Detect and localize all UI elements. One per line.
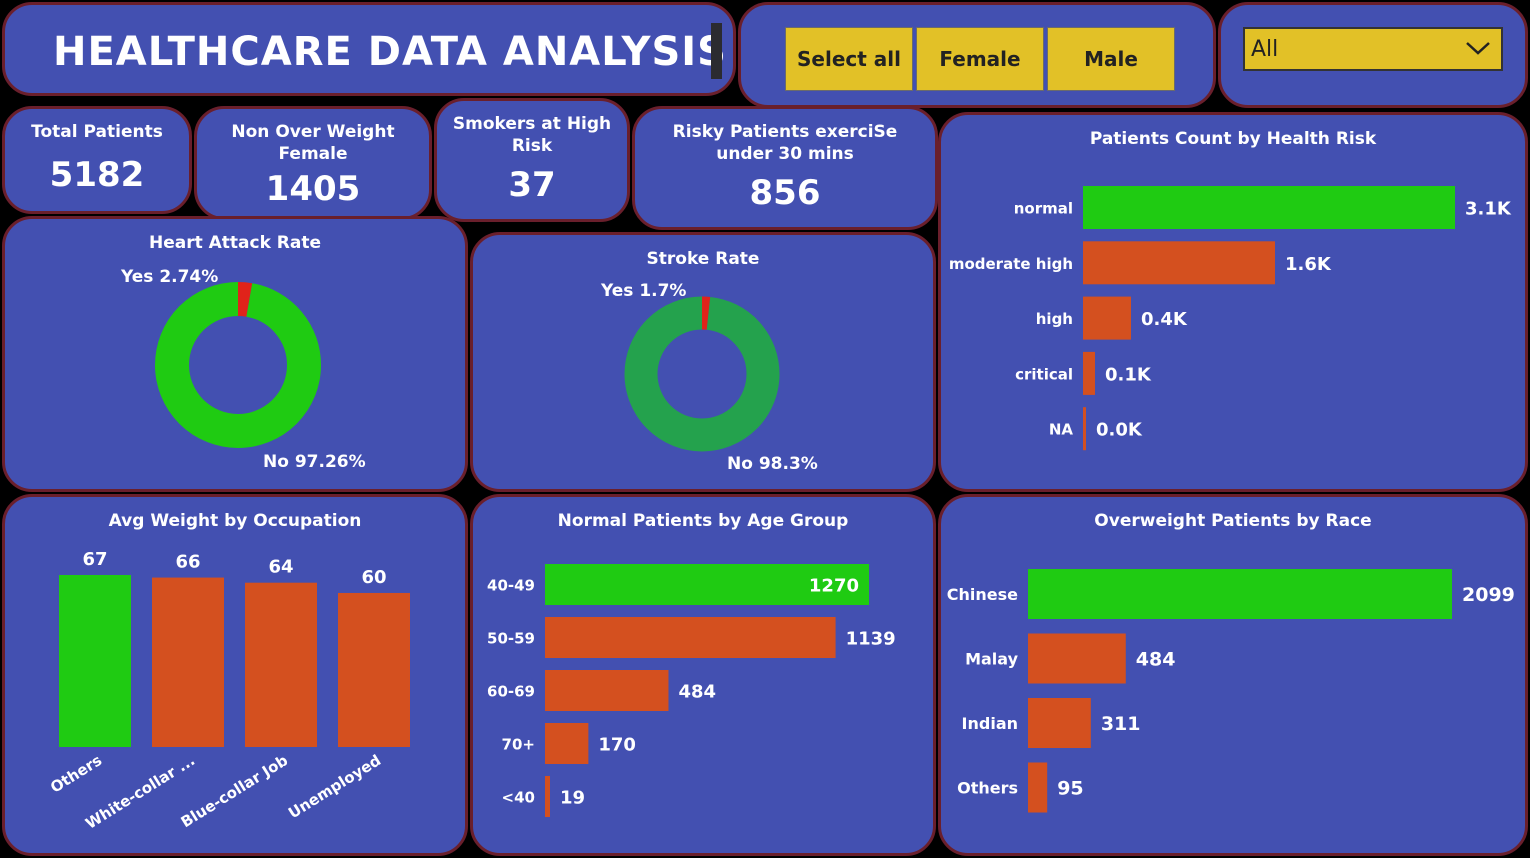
title-accent-bar bbox=[711, 23, 722, 79]
bar-2 bbox=[245, 582, 317, 747]
category-label: Indian bbox=[962, 714, 1018, 733]
stroke-donut: Yes 1.7% No 98.3% bbox=[600, 281, 818, 474]
bar-3 bbox=[338, 592, 410, 747]
heart-attack-donut: Yes 2.74% No 97.26% bbox=[120, 267, 366, 472]
kpi-label: Risky Patients exerciSe under 30 mins bbox=[672, 122, 898, 164]
kpi-total-patients: Total Patients 5182 bbox=[2, 106, 192, 214]
chart-title: Heart Attack Rate bbox=[148, 233, 322, 253]
category-label: high bbox=[1036, 310, 1073, 328]
stroke-panel: Stroke Rate Yes 1.7% No 98.3% bbox=[470, 232, 936, 492]
category-label: 40-49 bbox=[487, 577, 535, 595]
age-group-panel: Normal Patients by Age Group 40-49 1270 50… bbox=[470, 494, 936, 856]
bar-3 bbox=[1083, 351, 1095, 395]
kpi-label: Non Over Weight Female bbox=[231, 122, 395, 164]
category-label: Others bbox=[47, 751, 105, 797]
category-label: Chinese bbox=[947, 585, 1018, 604]
category-label: 70+ bbox=[502, 736, 535, 754]
kpi-label: Smokers at High Risk bbox=[452, 114, 612, 156]
race-panel: Overweight Patients by Race Chinese 2099 M… bbox=[938, 494, 1528, 856]
category-label: Others bbox=[957, 779, 1018, 798]
category-label: <40 bbox=[502, 789, 535, 807]
donut-yes-label: Yes 1.7% bbox=[600, 281, 686, 301]
category-label: critical bbox=[1015, 365, 1073, 383]
select-all-button[interactable]: Select all bbox=[785, 27, 913, 91]
data-label: 19 bbox=[560, 788, 585, 809]
data-label: 311 bbox=[1101, 713, 1141, 735]
female-button[interactable]: Female bbox=[916, 27, 1044, 91]
chart-title: Normal Patients by Age Group bbox=[557, 511, 849, 531]
category-label: 60-69 bbox=[487, 683, 535, 701]
kpi-risky-exercise: Risky Patients exerciSe under 30 mins 85… bbox=[632, 106, 938, 230]
filter-dropdown[interactable]: All bbox=[1243, 27, 1503, 71]
data-label: 170 bbox=[598, 735, 636, 756]
data-label: 3.1K bbox=[1465, 199, 1512, 220]
chart-title: Patients Count by Health Risk bbox=[1089, 129, 1377, 149]
category-label: normal bbox=[1014, 200, 1073, 218]
data-label: 95 bbox=[1057, 778, 1083, 800]
kpi-label: Total Patients bbox=[31, 122, 163, 142]
occupation-panel: Avg Weight by Occupation 67 Others 66 White… bbox=[2, 494, 468, 856]
kpi-value: 37 bbox=[508, 165, 556, 205]
category-label: moderate high bbox=[949, 255, 1073, 273]
bar-2 bbox=[1083, 296, 1131, 340]
age-group-bar-chart: 40-49 1270 50-59 1139 60-69 484 70+ 170 <40 19 bbox=[487, 564, 896, 817]
bar-0 bbox=[1028, 569, 1452, 619]
bar-4 bbox=[545, 776, 550, 817]
male-button[interactable]: Male bbox=[1047, 27, 1175, 91]
chart-title: Avg Weight by Occupation bbox=[108, 511, 362, 531]
category-label: Malay bbox=[965, 650, 1019, 669]
bar-1 bbox=[152, 577, 224, 747]
kpi-value: 856 bbox=[749, 173, 821, 213]
kpi-value: 5182 bbox=[49, 155, 145, 195]
data-label: 1139 bbox=[846, 629, 896, 650]
data-label: 0.4K bbox=[1141, 309, 1188, 330]
data-label: 484 bbox=[1136, 649, 1176, 671]
chart-title: Stroke Rate bbox=[646, 249, 760, 269]
kpi-value: 1405 bbox=[265, 169, 361, 209]
category-label: NA bbox=[1049, 421, 1074, 439]
donut-no-label: No 97.26% bbox=[263, 452, 366, 472]
data-label: 67 bbox=[82, 549, 107, 570]
bar-2 bbox=[545, 670, 669, 711]
donut-no-label: No 98.3% bbox=[727, 454, 818, 474]
donut-slice-no bbox=[155, 282, 321, 448]
data-label: 64 bbox=[268, 557, 293, 578]
data-label: 1.6K bbox=[1285, 254, 1332, 275]
bar-0 bbox=[545, 564, 869, 605]
page-title: HEALTHCARE DATA ANALYSIS bbox=[53, 29, 727, 75]
bar-1 bbox=[1028, 633, 1126, 684]
gender-slicer-panel: Select all Female Male bbox=[738, 2, 1216, 108]
data-label: 0.0K bbox=[1096, 420, 1143, 441]
kpi-smokers-high-risk: Smokers at High Risk 37 bbox=[434, 98, 630, 222]
bar-0 bbox=[1083, 186, 1455, 229]
dropdown-value: All bbox=[1251, 36, 1279, 62]
bar-2 bbox=[1028, 698, 1091, 748]
data-label: 1270 bbox=[809, 576, 859, 597]
bar-4 bbox=[1083, 407, 1086, 451]
race-bar-chart: Chinese 2099 Malay 484 Indian 311 Others 95 bbox=[947, 569, 1515, 813]
data-label: 60 bbox=[361, 567, 386, 588]
bar-0 bbox=[59, 575, 131, 747]
data-label: 0.1K bbox=[1105, 364, 1152, 385]
donut-yes-label: Yes 2.74% bbox=[120, 267, 218, 287]
data-label: 66 bbox=[175, 552, 200, 573]
data-label: 2099 bbox=[1462, 584, 1515, 606]
data-label: 484 bbox=[678, 682, 716, 703]
bar-1 bbox=[1083, 241, 1275, 285]
health-risk-panel: Patients Count by Health Risk normal 3.1K… bbox=[938, 112, 1528, 492]
dropdown-panel: All bbox=[1218, 2, 1528, 108]
chart-title: Overweight Patients by Race bbox=[1094, 511, 1372, 531]
bar-1 bbox=[545, 617, 836, 658]
category-label: 50-59 bbox=[487, 630, 535, 648]
category-label: Unemployed bbox=[285, 751, 384, 822]
heart-attack-panel: Heart Attack Rate Yes 2.74% No 97.26% bbox=[2, 216, 468, 492]
health-risk-bar-chart: normal 3.1K moderate high 1.6K high 0.4K criti… bbox=[949, 186, 1512, 451]
chevron-down-icon bbox=[1466, 42, 1490, 55]
bar-3 bbox=[545, 723, 589, 764]
bar-3 bbox=[1028, 762, 1048, 813]
donut-slice-no bbox=[624, 296, 780, 452]
title-panel: HEALTHCARE DATA ANALYSIS bbox=[2, 2, 736, 96]
kpi-non-overweight-female: Non Over Weight Female 1405 bbox=[194, 106, 432, 220]
